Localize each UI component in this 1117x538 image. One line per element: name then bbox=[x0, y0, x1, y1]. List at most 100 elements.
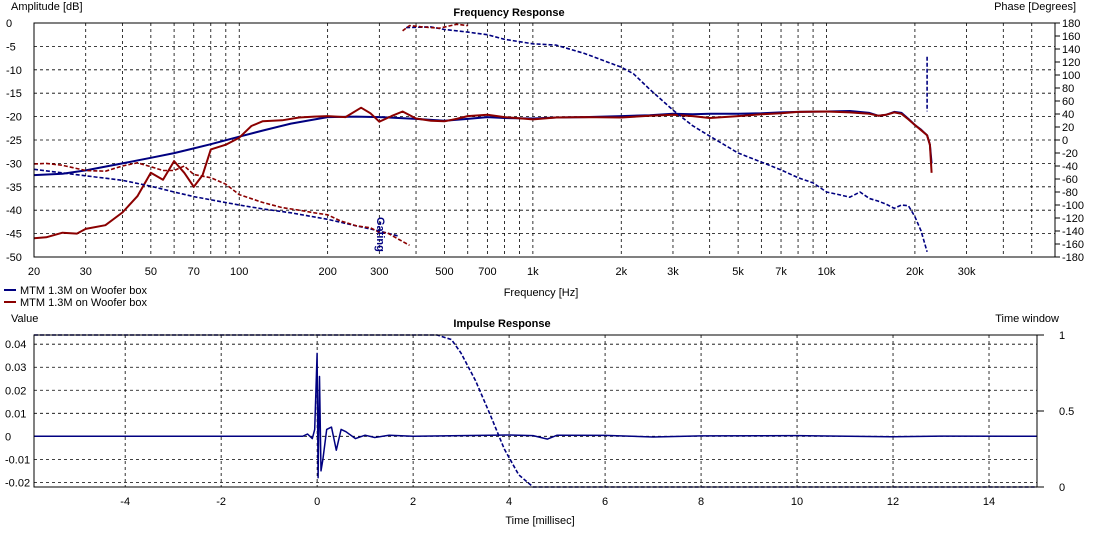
fr-y-tick-label: -35 bbox=[6, 182, 22, 194]
fr-x-tick-label: 20k bbox=[906, 266, 924, 278]
fr-y-tick-label: -10 bbox=[6, 65, 22, 77]
fr-gridlines bbox=[34, 22, 1055, 258]
fr-x-tick-label: 300 bbox=[370, 266, 388, 278]
ir-y-tick-label: -0.02 bbox=[5, 477, 30, 489]
fr-series-line-2 bbox=[33, 106, 933, 240]
fr-y-tick-label: -5 bbox=[6, 41, 16, 53]
fr-y2-tick-label: 180 bbox=[1062, 18, 1080, 30]
fr-x-tick-label: 20 bbox=[28, 266, 40, 278]
ir-y2-tick-label: 0 bbox=[1059, 482, 1065, 494]
ir-series-line-2 bbox=[34, 334, 1037, 488]
fr-series-line-5 bbox=[406, 26, 928, 253]
fr-x-tick-label: 100 bbox=[230, 266, 248, 278]
legend-item-2[interactable]: MTM 1.3M on Woofer box bbox=[4, 297, 147, 309]
fr-y2-tick-label: 100 bbox=[1062, 70, 1080, 82]
fr-y2-tick-label: 0 bbox=[1062, 135, 1068, 147]
fr-plot-frame bbox=[33, 22, 1056, 258]
ir-x-tick-label: 6 bbox=[602, 496, 608, 508]
ir-title: Impulse Response bbox=[453, 318, 550, 330]
fr-series-line-6 bbox=[402, 23, 468, 32]
fr-y2-tick-label: 160 bbox=[1062, 31, 1080, 43]
fr-y-tick-label: 0 bbox=[6, 18, 12, 30]
ir-x-tick-label: 2 bbox=[410, 496, 416, 508]
fr-x-tick-label: 10k bbox=[818, 266, 836, 278]
ir-y2label: Time window bbox=[995, 313, 1059, 325]
fr-x-tick-label: 5k bbox=[732, 266, 744, 278]
fr-y2-tick-label: -180 bbox=[1062, 252, 1084, 264]
fr-y-tick-label: -45 bbox=[6, 229, 22, 241]
fr-x-tick-label: 500 bbox=[435, 266, 453, 278]
ir-y-tick-label: 0.03 bbox=[5, 362, 26, 374]
gating-annotation: Gating bbox=[374, 217, 386, 252]
fr-y2-tick-label: 120 bbox=[1062, 57, 1080, 69]
ir-gridlines bbox=[34, 335, 1037, 487]
fr-y-tick-label: -50 bbox=[6, 252, 22, 264]
fr-series-line-1 bbox=[33, 110, 933, 177]
legend-label-1: MTM 1.3M on Woofer box bbox=[20, 285, 147, 297]
fr-xlabel: Frequency [Hz] bbox=[504, 287, 579, 299]
fr-series-line-3 bbox=[33, 168, 400, 237]
fr-y2-tick-label: 140 bbox=[1062, 44, 1080, 56]
fr-x-tick-label: 200 bbox=[318, 266, 336, 278]
ir-tick-labels: -4 -2 0 2 4 6 8 10 12 140.040.030.020.010-0.01-0.… bbox=[5, 330, 1074, 508]
ir-x-tick-label: -4 bbox=[120, 496, 130, 508]
ir-y-tick-label: 0.01 bbox=[5, 408, 26, 420]
fr-x-tick-label: 2k bbox=[615, 266, 627, 278]
fr-y2-tick-label: -20 bbox=[1062, 148, 1078, 160]
ir-x-tick-label: 12 bbox=[887, 496, 899, 508]
fr-y-tick-label: -20 bbox=[6, 112, 22, 124]
fr-y2-tick-label: -160 bbox=[1062, 239, 1084, 251]
fr-y-tick-label: -25 bbox=[6, 135, 22, 147]
ir-plot-area bbox=[34, 334, 1038, 488]
fr-title: Frequency Response bbox=[453, 7, 564, 19]
fr-x-tick-label: 700 bbox=[478, 266, 496, 278]
legend-item-1[interactable]: MTM 1.3M on Woofer box bbox=[4, 285, 147, 297]
ir-y-tick-label: 0.04 bbox=[5, 339, 26, 351]
fr-ylabel: Amplitude [dB] bbox=[11, 1, 83, 13]
fr-series-line-4 bbox=[33, 162, 410, 247]
fr-plot-area bbox=[33, 23, 933, 253]
fr-x-tick-label: 1k bbox=[527, 266, 539, 278]
ir-y2-tick-label: 1 bbox=[1059, 330, 1065, 342]
fr-tick-labels: 20 30 50 70 100 200 300 500 700 1k 2k 3k 5k 7k 10k 20k 3… bbox=[6, 18, 1084, 278]
fr-x-tick-label: 70 bbox=[188, 266, 200, 278]
fr-y2-tick-label: -80 bbox=[1062, 187, 1078, 199]
fr-y2-tick-label: 80 bbox=[1062, 83, 1074, 95]
ir-y-tick-label: -0.01 bbox=[5, 454, 30, 466]
ir-series-line-1 bbox=[34, 352, 1038, 479]
fr-y-tick-label: -30 bbox=[6, 158, 22, 170]
fr-y2-tick-label: -140 bbox=[1062, 226, 1084, 238]
legend: MTM 1.3M on Woofer box MTM 1.3M on Woofe… bbox=[4, 285, 147, 309]
fr-y2-tick-label: 40 bbox=[1062, 109, 1074, 121]
ir-y-tick-label: 0 bbox=[5, 431, 11, 443]
fr-y2label: Phase [Degrees] bbox=[994, 1, 1076, 13]
ir-x-tick-label: 8 bbox=[698, 496, 704, 508]
frequency-response-panel: Frequency Response Amplitude [dB] Phase … bbox=[6, 1, 1084, 299]
fr-y2-tick-label: -120 bbox=[1062, 213, 1084, 225]
ir-x-tick-label: 0 bbox=[314, 496, 320, 508]
ir-x-tick-label: -2 bbox=[216, 496, 226, 508]
fr-y-tick-label: -15 bbox=[6, 88, 22, 100]
ir-x-tick-label: 4 bbox=[506, 496, 512, 508]
fr-y2-tick-label: -40 bbox=[1062, 161, 1078, 173]
ir-x-tick-label: 14 bbox=[983, 496, 995, 508]
fr-x-tick-label: 30k bbox=[958, 266, 976, 278]
ir-y-tick-label: 0.02 bbox=[5, 385, 26, 397]
fr-y-tick-label: -40 bbox=[6, 205, 22, 217]
ir-x-tick-label: 10 bbox=[791, 496, 803, 508]
fr-x-tick-label: 30 bbox=[80, 266, 92, 278]
fr-y2-tick-label: 20 bbox=[1062, 122, 1074, 134]
fr-x-tick-label: 3k bbox=[667, 266, 679, 278]
ir-y2-tick-label: 0.5 bbox=[1059, 406, 1074, 418]
fr-x-tick-label: 7k bbox=[775, 266, 787, 278]
ir-ylabel: Value bbox=[11, 313, 38, 325]
fr-y2-tick-label: -100 bbox=[1062, 200, 1084, 212]
impulse-response-panel: Impulse Response Value Time window Time … bbox=[5, 313, 1074, 527]
ir-plot-frame bbox=[33, 334, 1038, 488]
legend-label-2: MTM 1.3M on Woofer box bbox=[20, 297, 147, 309]
fr-y2-tick-label: -60 bbox=[1062, 174, 1078, 186]
fr-x-tick-label: 50 bbox=[145, 266, 157, 278]
ir-xlabel: Time [millisec] bbox=[505, 515, 574, 527]
fr-y2-tick-label: 60 bbox=[1062, 96, 1074, 108]
